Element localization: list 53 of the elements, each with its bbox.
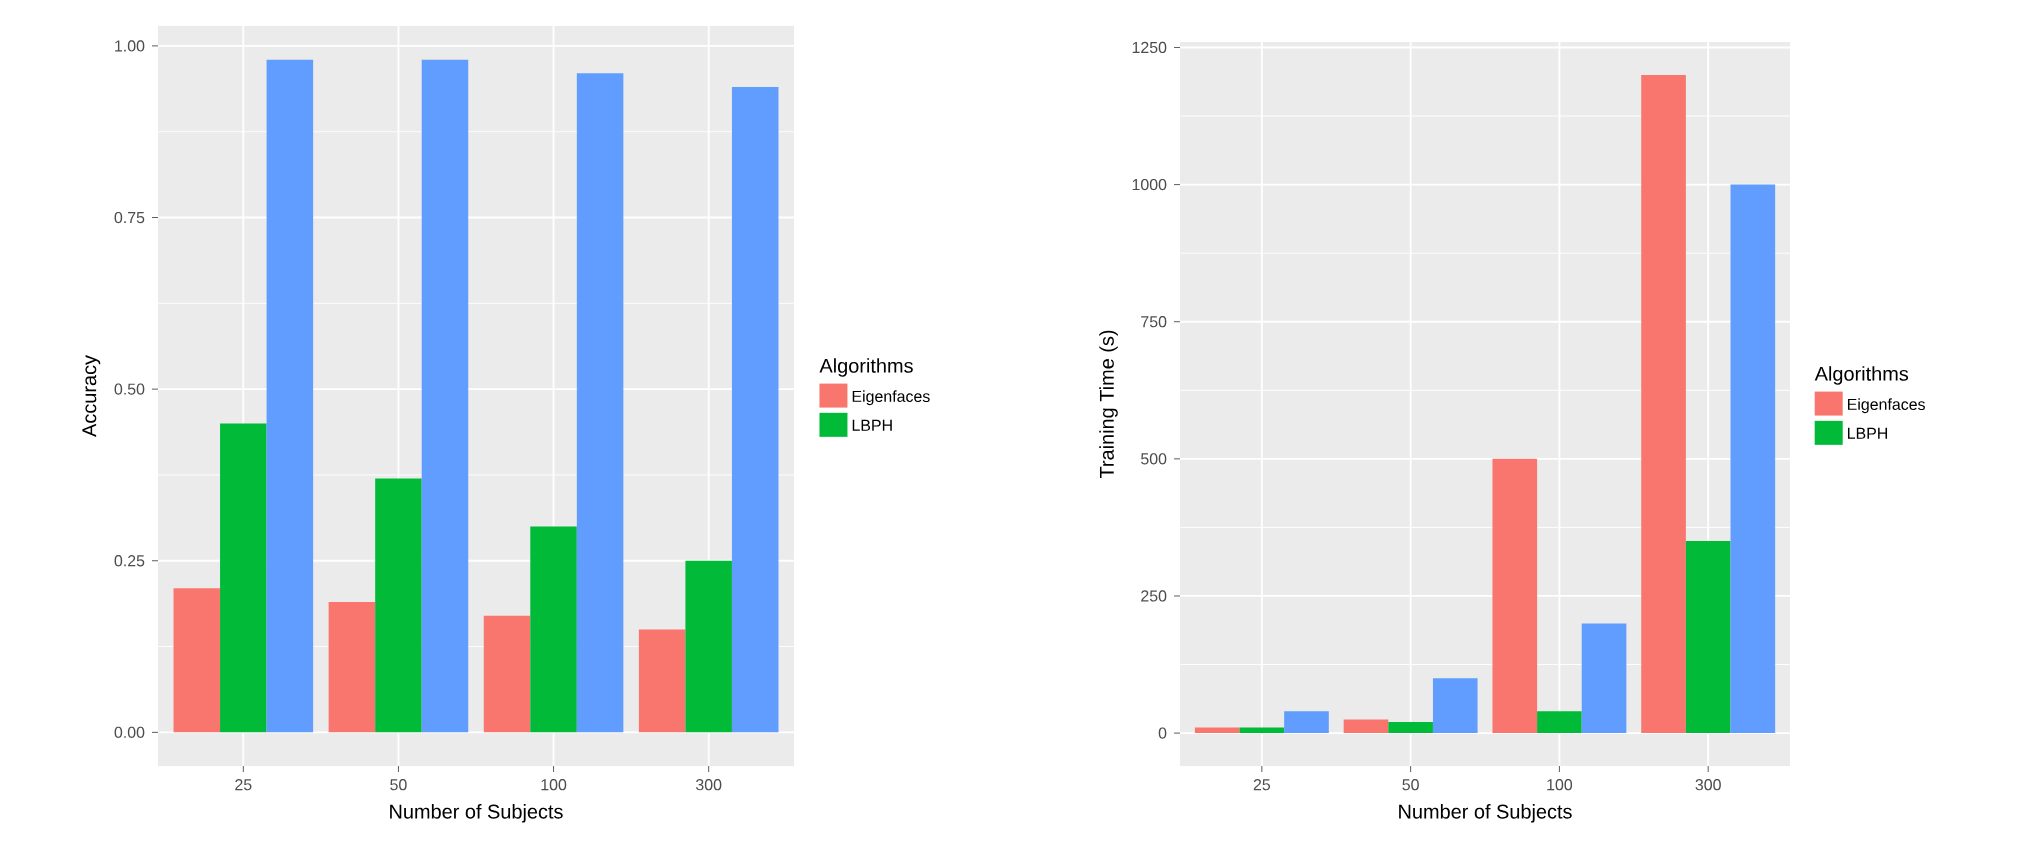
legend-label: LBPH <box>1847 427 1888 439</box>
bar <box>328 601 376 733</box>
bar <box>530 526 577 733</box>
bar <box>1284 711 1329 734</box>
y-tick-label: 500 <box>1141 453 1167 465</box>
bar <box>421 59 469 733</box>
bar <box>638 629 686 733</box>
x-axis-title: Number of Subjects <box>1399 804 1572 823</box>
bar <box>173 588 221 733</box>
x-axis-title: Number of Subjects <box>390 804 563 823</box>
legend-title: Algorithms <box>819 358 913 377</box>
bar <box>1492 458 1538 734</box>
bar <box>731 87 779 733</box>
y-tick-label: 250 <box>1141 590 1167 602</box>
x-tick-label: 300 <box>1695 779 1721 791</box>
bar <box>1537 711 1582 734</box>
x-tick-label: 300 <box>695 779 722 791</box>
x-tick-label: 100 <box>1547 779 1573 791</box>
bar <box>1685 541 1731 734</box>
bar <box>1432 678 1478 734</box>
legend-label: Eigenfaces <box>852 390 930 406</box>
y-tick-label: 750 <box>1141 316 1167 328</box>
y-tick-label: 0.75 <box>114 211 145 224</box>
y-tick-label: 1250 <box>1132 41 1167 54</box>
bar <box>1388 722 1433 734</box>
x-tick-label: 50 <box>390 779 407 791</box>
bar <box>1239 727 1285 734</box>
bar <box>685 560 732 733</box>
legend-label: Eigenfaces <box>1847 398 1925 414</box>
x-tick-label: 25 <box>235 779 252 791</box>
bar <box>483 615 531 733</box>
bar <box>1581 623 1627 734</box>
bar <box>375 478 422 733</box>
x-tick-label: 100 <box>541 779 567 791</box>
bar <box>220 423 267 733</box>
bar <box>266 59 314 733</box>
y-tick-label: 0.25 <box>114 555 145 567</box>
x-tick-label: 50 <box>1402 779 1419 791</box>
y-tick-label: 0.50 <box>114 383 145 395</box>
legend-label: LBPH <box>852 419 892 431</box>
y-axis-title: Training Time (s) <box>1099 330 1118 479</box>
x-tick-label: 25 <box>1253 779 1271 791</box>
y-axis-title: Accuracy <box>82 355 101 437</box>
bar <box>1194 727 1240 734</box>
bar <box>1641 74 1686 734</box>
legend-title: Algorithms <box>1814 366 1909 385</box>
bar <box>1730 184 1776 734</box>
bar <box>1343 719 1389 734</box>
y-tick-label: 0.00 <box>114 726 145 739</box>
y-tick-label: 0 <box>1158 727 1167 739</box>
y-tick-label: 1000 <box>1132 178 1167 191</box>
y-tick-label: 1.00 <box>115 40 145 52</box>
bar <box>576 73 624 733</box>
